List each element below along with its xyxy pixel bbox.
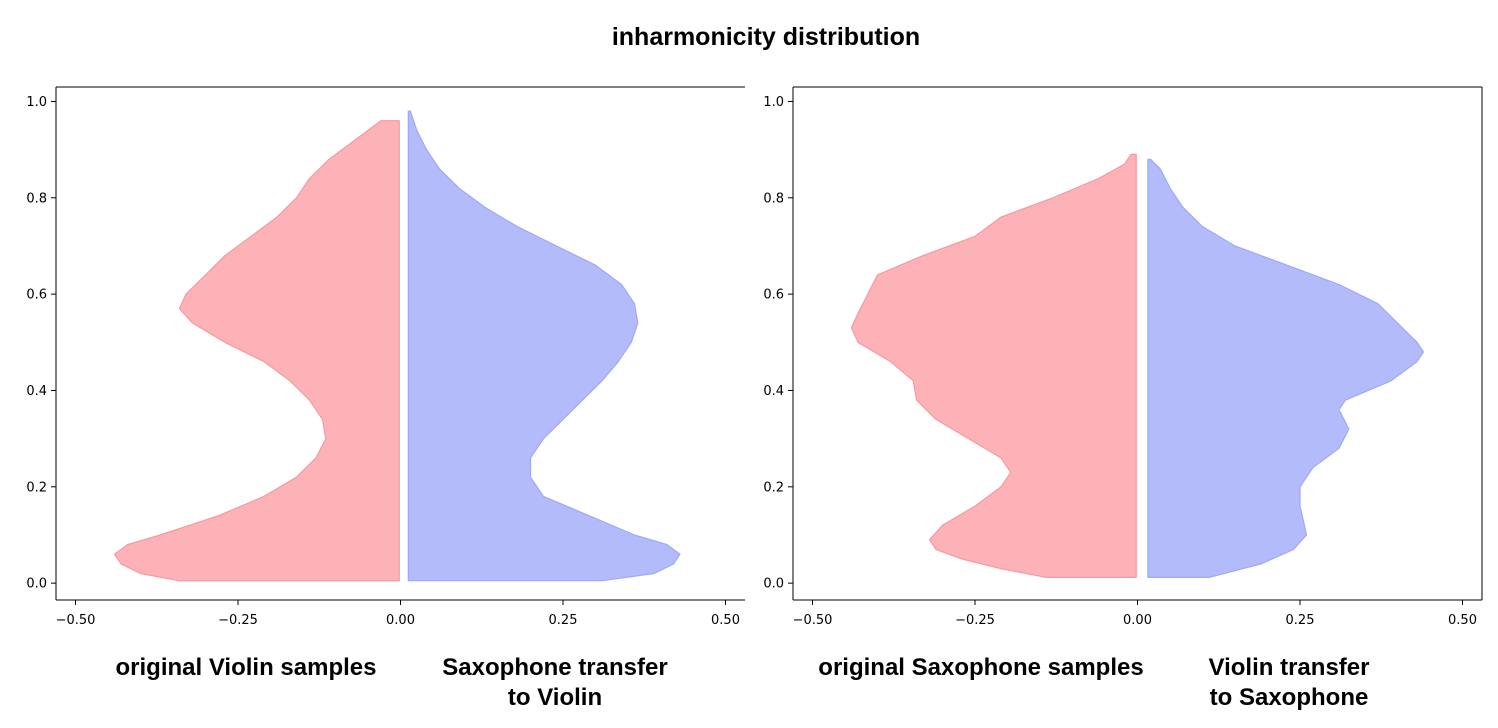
- x-tick-label: −0.25: [955, 613, 995, 628]
- x-tick-label: 0.00: [386, 613, 415, 628]
- y-tick-label: 0.4: [26, 384, 47, 399]
- right-violin-label-line1: Saxophone transfer: [442, 654, 667, 681]
- x-tick-label: 0.25: [549, 613, 578, 628]
- left-violin-label: original Violin samples: [116, 654, 377, 681]
- y-tick-label: 0.0: [26, 577, 47, 592]
- y-tick-label: 1.0: [26, 95, 47, 110]
- x-tick-label: 0.00: [1123, 613, 1152, 628]
- x-tick-label: 0.50: [711, 613, 740, 628]
- figure-title: inharmonicity distribution: [612, 23, 920, 51]
- plot-right: 0.0 0.2 0.4 0.6 0.8 1.0 −0.50 −0.25 0.00 0.25 0.50: [763, 86, 1483, 628]
- plot-left: 0.0 0.2 0.4 0.6 0.8 1.0 −0.50 −0.25 0.00 0.25 0.50: [26, 86, 745, 628]
- panel-left: 0.0 0.2 0.4 0.6 0.8 1.0 −0.50 −0.25 0.00 0.25 0.50…: [26, 86, 745, 711]
- y-tick-label: 0.0: [763, 577, 784, 592]
- x-tick-label: 0.25: [1286, 613, 1315, 628]
- y-tick-label: 0.6: [763, 288, 784, 303]
- right-violin-label-line2: to Violin: [508, 684, 602, 711]
- y-tick-label: 0.8: [26, 191, 47, 206]
- panel-right: 0.0 0.2 0.4 0.6 0.8 1.0 −0.50 −0.25 0.00 0.25 0.50…: [763, 86, 1483, 711]
- y-tick-label: 0.6: [26, 288, 47, 303]
- right-violin-label-line2: to Saxophone: [1210, 684, 1369, 711]
- x-tick-label: −0.50: [793, 613, 833, 628]
- right-violin: [1147, 158, 1425, 578]
- left-violin: [850, 153, 1137, 578]
- y-tick-label: 0.8: [763, 191, 784, 206]
- right-violin: [407, 110, 681, 582]
- y-tick-label: 0.2: [763, 480, 784, 495]
- right-violin-label-line1: Violin transfer: [1209, 654, 1370, 681]
- x-tick-label: −0.25: [218, 613, 258, 628]
- left-violin: [113, 120, 400, 582]
- y-tick-label: 0.2: [26, 480, 47, 495]
- left-violin-label: original Saxophone samples: [818, 654, 1143, 681]
- x-tick-label: −0.50: [56, 613, 96, 628]
- y-tick-label: 0.4: [763, 384, 784, 399]
- x-tick-label: 0.50: [1448, 613, 1477, 628]
- y-tick-label: 1.0: [763, 95, 784, 110]
